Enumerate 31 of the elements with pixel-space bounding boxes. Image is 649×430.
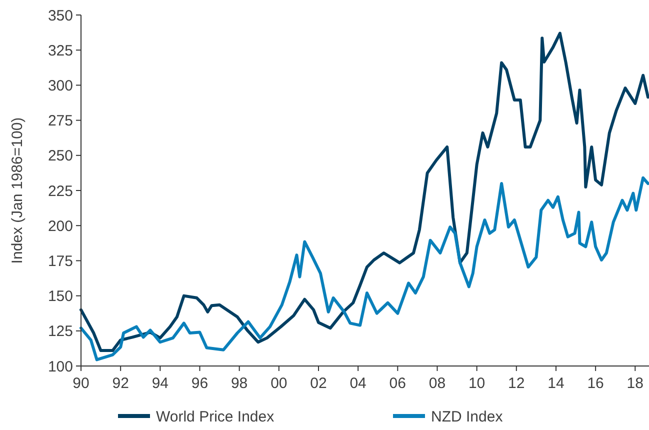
x-tick-label: 14: [548, 375, 564, 392]
y-tick-label: 175: [48, 252, 73, 270]
line-series: [80, 176, 649, 362]
x-tick-label: 90: [72, 375, 90, 392]
x-tick-label: 10: [468, 375, 486, 392]
y-tick-label: 125: [48, 323, 73, 340]
legend-label: World Price Index: [156, 408, 275, 426]
line-series: [80, 32, 649, 352]
x-tick-label: 18: [626, 375, 644, 392]
x-tick-label: 04: [350, 375, 366, 392]
y-axis-title: Index (Jan 1986=100): [9, 117, 26, 264]
x-tick-label: 12: [508, 375, 525, 392]
x-tick-label: 08: [428, 375, 446, 392]
y-tick-label: 225: [48, 182, 73, 200]
x-tick-label: 96: [191, 375, 208, 392]
x-tick-label: 94: [152, 375, 169, 392]
x-tick-label: 02: [310, 375, 327, 392]
x-tick-label: 98: [230, 375, 248, 392]
x-tick-label: 00: [270, 375, 288, 392]
y-tick-label: 275: [48, 112, 73, 130]
x-tick-label: 92: [112, 375, 129, 392]
y-tick-label: 200: [48, 218, 73, 235]
x-tick-label: 06: [389, 375, 406, 392]
legend-label: NZD Index: [431, 408, 504, 426]
y-tick-label: 350: [48, 7, 73, 24]
y-tick-label: 300: [48, 77, 73, 94]
y-tick-label: 150: [48, 288, 73, 306]
y-tick-label: 250: [48, 148, 73, 165]
y-tick-label: 325: [48, 42, 73, 60]
y-tick-label: 100: [48, 358, 73, 376]
x-tick-label: 16: [587, 375, 604, 392]
